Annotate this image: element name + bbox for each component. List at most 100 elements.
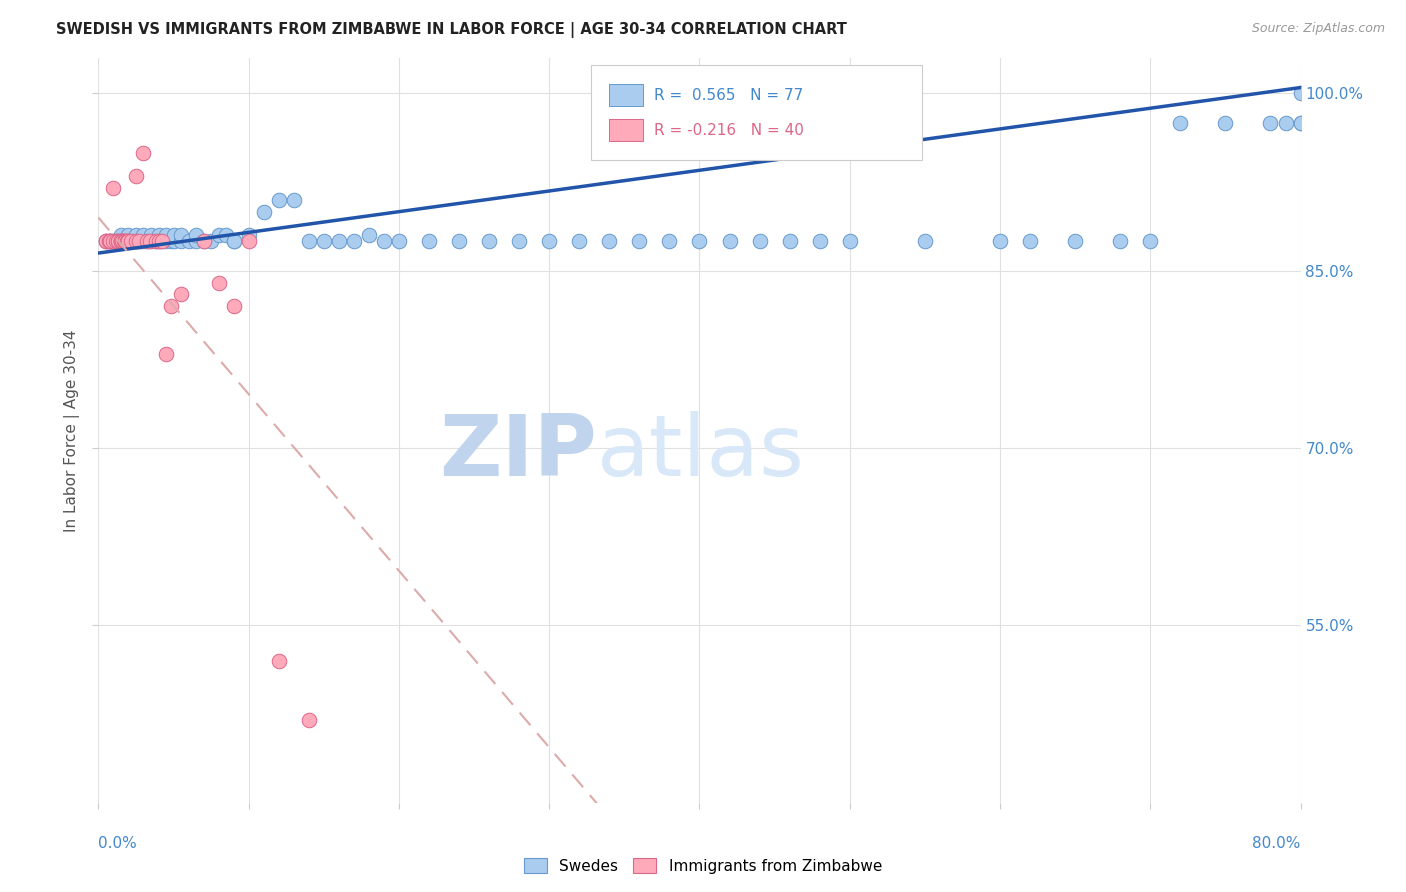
Point xyxy=(193,234,215,248)
Point xyxy=(298,234,321,248)
Point xyxy=(155,228,177,243)
Point xyxy=(184,234,207,248)
Text: atlas: atlas xyxy=(598,411,806,494)
Point xyxy=(838,234,860,248)
Legend: Swedes, Immigrants from Zimbabwe: Swedes, Immigrants from Zimbabwe xyxy=(517,852,889,880)
Point xyxy=(1139,234,1161,248)
Text: 0.0%: 0.0% xyxy=(98,836,138,851)
Point xyxy=(121,234,143,248)
Point xyxy=(128,234,150,248)
Point xyxy=(135,234,157,248)
Point xyxy=(97,234,120,248)
Point xyxy=(170,234,193,248)
Point xyxy=(1289,87,1312,101)
Y-axis label: In Labor Force | Age 30-34: In Labor Force | Age 30-34 xyxy=(63,329,80,532)
Point xyxy=(117,234,139,248)
Point xyxy=(170,287,193,301)
FancyBboxPatch shape xyxy=(592,65,922,160)
Point xyxy=(155,234,177,248)
Point xyxy=(222,234,245,248)
Point xyxy=(162,228,184,243)
Point xyxy=(779,234,801,248)
Point xyxy=(110,234,132,248)
Point xyxy=(914,234,936,248)
Point xyxy=(150,234,173,248)
Text: R =  0.565   N = 77: R = 0.565 N = 77 xyxy=(654,87,803,103)
Point xyxy=(117,228,139,243)
Point xyxy=(200,234,222,248)
Point xyxy=(145,234,167,248)
Point xyxy=(135,234,157,248)
Point xyxy=(94,234,117,248)
Point xyxy=(508,234,530,248)
Point xyxy=(110,234,132,248)
Point xyxy=(129,234,152,248)
Text: 80.0%: 80.0% xyxy=(1253,836,1301,851)
Point xyxy=(1170,116,1192,130)
Point xyxy=(283,193,305,207)
Point xyxy=(222,299,245,313)
Point xyxy=(117,234,139,248)
Point xyxy=(177,234,200,248)
Point xyxy=(343,234,366,248)
Point xyxy=(1274,116,1296,130)
Point xyxy=(155,346,177,360)
Point xyxy=(298,713,321,727)
Point xyxy=(1289,116,1312,130)
Point xyxy=(132,228,155,243)
Point xyxy=(1019,234,1042,248)
Point xyxy=(105,234,128,248)
Text: ZIP: ZIP xyxy=(440,411,598,494)
Point xyxy=(139,228,162,243)
Point xyxy=(125,169,148,184)
Point xyxy=(112,234,135,248)
Text: Source: ZipAtlas.com: Source: ZipAtlas.com xyxy=(1251,22,1385,36)
Point xyxy=(148,228,170,243)
Point xyxy=(94,234,117,248)
Point xyxy=(373,234,395,248)
Point xyxy=(1109,234,1132,248)
Point xyxy=(718,234,741,248)
Bar xyxy=(609,119,643,142)
Point xyxy=(100,234,122,248)
Point xyxy=(628,234,651,248)
Point xyxy=(105,234,128,248)
Point xyxy=(132,234,155,248)
Point xyxy=(170,228,193,243)
Point xyxy=(184,228,207,243)
Point xyxy=(208,276,231,290)
Bar xyxy=(609,84,643,106)
Point xyxy=(150,234,173,248)
Point xyxy=(139,234,162,248)
Point xyxy=(1260,116,1282,130)
Text: SWEDISH VS IMMIGRANTS FROM ZIMBABWE IN LABOR FORCE | AGE 30-34 CORRELATION CHART: SWEDISH VS IMMIGRANTS FROM ZIMBABWE IN L… xyxy=(56,22,846,38)
Point xyxy=(107,234,129,248)
Point xyxy=(103,181,125,195)
Point xyxy=(808,234,831,248)
Point xyxy=(658,234,681,248)
Point xyxy=(357,228,380,243)
Point xyxy=(267,193,290,207)
Point xyxy=(1215,116,1237,130)
Point xyxy=(568,234,591,248)
Point xyxy=(267,654,290,668)
Point xyxy=(148,234,170,248)
Point xyxy=(110,234,132,248)
Point xyxy=(689,234,711,248)
Point xyxy=(117,234,139,248)
Point xyxy=(478,234,501,248)
Point xyxy=(125,228,148,243)
Point xyxy=(145,234,167,248)
Point xyxy=(110,234,132,248)
Point xyxy=(418,234,440,248)
Point xyxy=(114,234,136,248)
Point xyxy=(253,204,276,219)
Point xyxy=(132,145,155,160)
Point xyxy=(125,234,148,248)
Point xyxy=(111,234,134,248)
Point xyxy=(388,234,411,248)
Point xyxy=(103,234,125,248)
Point xyxy=(193,234,215,248)
Point xyxy=(238,228,260,243)
Point xyxy=(215,228,238,243)
